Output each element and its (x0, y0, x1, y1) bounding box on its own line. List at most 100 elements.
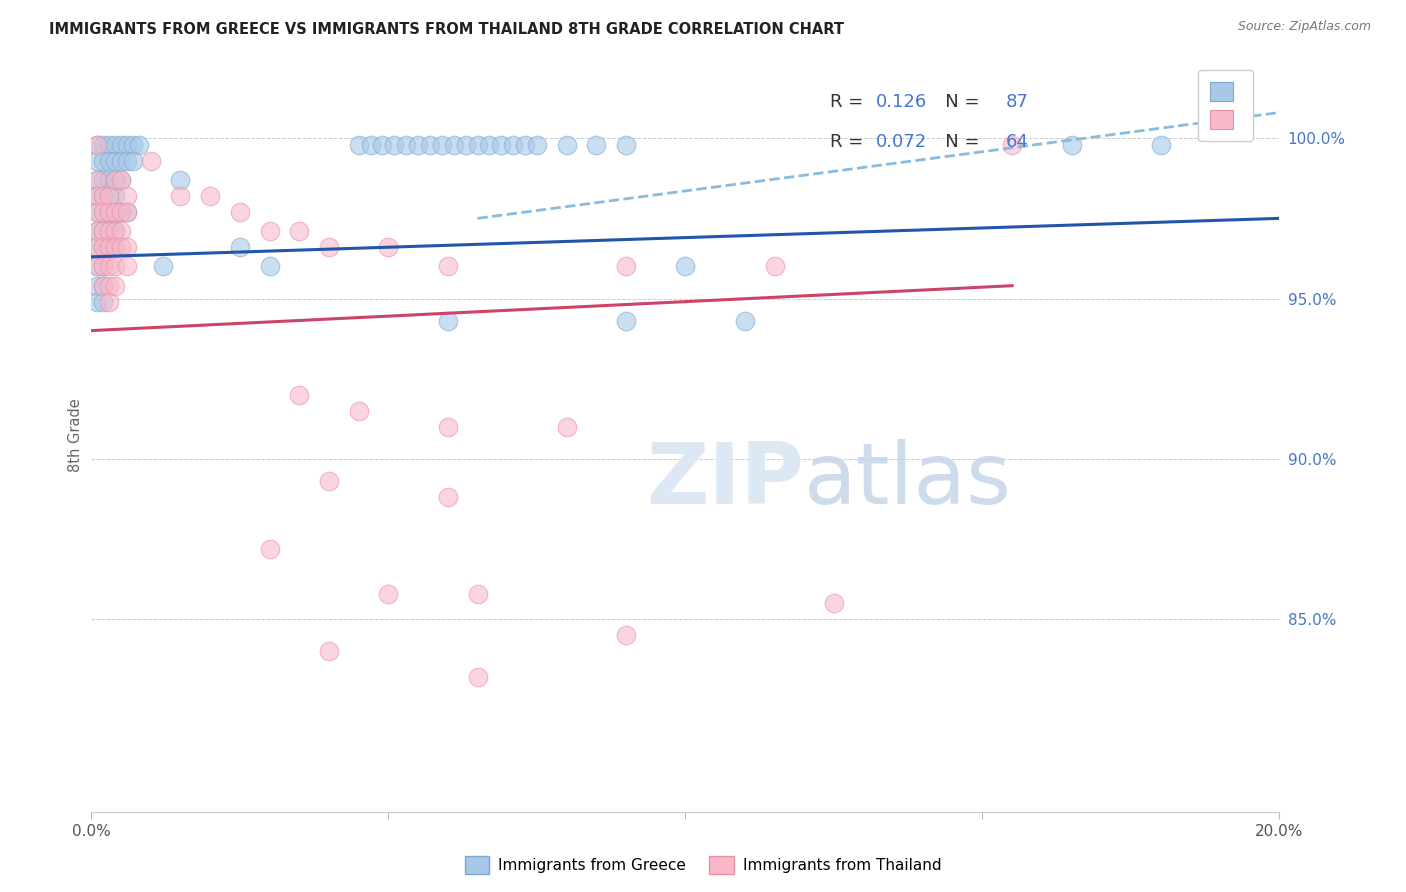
Point (419, 137, 441, 152)
Point (104, 189, 127, 203)
Point (555, 137, 578, 152)
Point (91, 153, 114, 168)
Point (91, 137, 114, 152)
Point (91, 205, 114, 219)
Point (98, 224, 121, 238)
Point (318, 240, 340, 254)
Point (430, 137, 453, 152)
Point (169, 173, 191, 187)
Point (98, 294, 121, 309)
Point (98, 173, 121, 187)
Point (318, 475, 340, 489)
Point (104, 205, 127, 219)
Point (513, 137, 536, 152)
Point (86, 260, 108, 274)
Point (115, 189, 138, 203)
Point (360, 137, 382, 152)
Point (98, 240, 121, 254)
Point (98, 240, 121, 254)
Point (98, 189, 121, 203)
Text: IMMIGRANTS FROM GREECE VS IMMIGRANTS FROM THAILAND 8TH GRADE CORRELATION CHART: IMMIGRANTS FROM GREECE VS IMMIGRANTS FRO… (49, 22, 844, 37)
Point (152, 260, 174, 274)
Point (555, 420, 578, 434)
Point (86, 173, 108, 187)
Point (115, 240, 138, 254)
Point (377, 586, 399, 600)
Point (91, 189, 114, 203)
Point (86, 240, 108, 254)
Point (122, 137, 145, 152)
Point (734, 314, 756, 328)
Point (763, 260, 786, 274)
Point (86, 173, 108, 187)
Point (86, 278, 108, 293)
Point (110, 173, 132, 187)
Point (91, 189, 114, 203)
Point (91, 278, 114, 293)
Text: N =: N = (928, 134, 986, 152)
Point (347, 137, 370, 152)
Point (395, 137, 418, 152)
Point (110, 205, 132, 219)
Point (98, 137, 121, 152)
Point (91, 240, 114, 254)
Point (115, 137, 138, 152)
Legend: , : , (1198, 70, 1253, 141)
Text: R =: R = (831, 134, 869, 152)
Point (104, 153, 127, 168)
Point (104, 240, 127, 254)
Point (371, 137, 394, 152)
Point (91, 260, 114, 274)
Point (347, 404, 370, 418)
Point (614, 314, 637, 328)
Point (86, 137, 108, 152)
Point (229, 205, 252, 219)
Text: atlas: atlas (804, 439, 1012, 522)
Point (115, 260, 138, 274)
Point (478, 137, 501, 152)
Point (86, 189, 108, 203)
Point (823, 596, 845, 610)
Point (110, 173, 132, 187)
Point (91, 173, 114, 187)
Point (91, 205, 114, 219)
Point (91, 224, 114, 238)
Point (86, 137, 108, 152)
Point (104, 278, 127, 293)
Point (98, 189, 121, 203)
Point (86, 205, 108, 219)
Point (200, 189, 222, 203)
Point (614, 137, 637, 152)
Point (614, 260, 637, 274)
Point (104, 205, 127, 219)
Point (377, 240, 399, 254)
Point (86, 189, 108, 203)
Point (382, 137, 405, 152)
Point (1149, 137, 1171, 152)
Point (169, 189, 191, 203)
Point (122, 153, 145, 168)
Point (436, 491, 458, 505)
Point (104, 137, 127, 152)
Point (86, 224, 108, 238)
Point (104, 173, 127, 187)
Point (110, 224, 132, 238)
Point (86, 294, 108, 309)
Point (614, 628, 637, 642)
Point (139, 153, 162, 168)
Point (502, 137, 524, 152)
Point (128, 137, 150, 152)
Point (104, 224, 127, 238)
Point (91, 294, 114, 309)
Text: Source: ZipAtlas.com: Source: ZipAtlas.com (1237, 20, 1371, 33)
Point (91, 240, 114, 254)
Text: ZIP: ZIP (647, 439, 804, 522)
Point (526, 137, 548, 152)
Point (491, 137, 513, 152)
Point (467, 586, 489, 600)
Point (318, 644, 340, 658)
Point (86, 205, 108, 219)
Point (259, 260, 281, 274)
Point (585, 137, 607, 152)
Point (98, 278, 121, 293)
